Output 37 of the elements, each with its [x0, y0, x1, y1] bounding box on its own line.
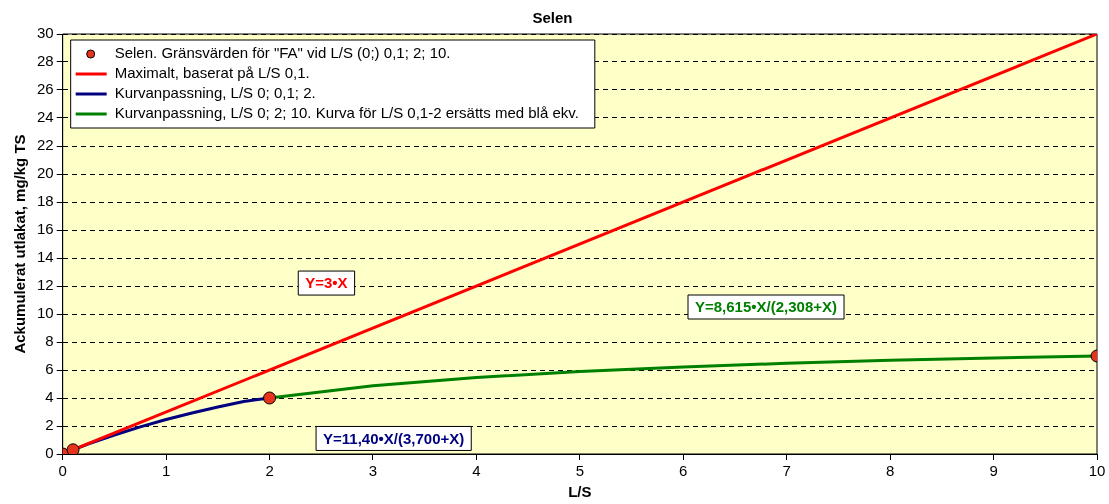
x-tick-label: 2	[265, 462, 274, 480]
x-tick-label: 1	[161, 462, 171, 480]
annotation: Y=3•X	[305, 274, 348, 292]
y-tick-label: 8	[45, 332, 54, 350]
x-tick-label: 0	[58, 462, 67, 480]
y-tick-label: 0	[45, 444, 54, 462]
y-tick-label: 28	[37, 52, 54, 70]
x-tick-label: 5	[575, 462, 585, 480]
legend-label: Kurvanpassning, L/S 0; 0,1; 2.	[114, 84, 316, 102]
y-tick-label: 30	[37, 24, 54, 42]
x-tick-label: 10	[1088, 462, 1106, 480]
chart-title: Selen	[532, 9, 573, 27]
x-tick-label: 6	[679, 462, 688, 480]
y-tick-label: 24	[37, 108, 54, 126]
x-tick-label: 8	[885, 462, 895, 480]
y-axis-title: Ackumulerat utlakat, mg/kg TS	[11, 134, 29, 354]
y-tick-label: 20	[37, 164, 54, 182]
y-tick-label: 26	[37, 80, 54, 98]
y-tick-label: 2	[45, 416, 54, 434]
y-tick-label: 16	[37, 220, 54, 238]
y-tick-label: 6	[45, 360, 54, 378]
annotation: Y=8,615•X/(2,308+X)	[695, 298, 838, 316]
legend-label: Selen. Gränsvärden för "FA" vid L/S (0;) 0,1; 2; 10.	[114, 44, 451, 62]
x-tick-label: 4	[472, 462, 481, 480]
legend-label: Maximalt, baserat på L/S 0,1.	[114, 64, 310, 82]
x-tick-label: 3	[368, 462, 378, 480]
y-tick-label: 18	[37, 192, 54, 210]
y-tick-label: 4	[45, 388, 54, 406]
legend-label: Kurvanpassning, L/S 0; 2; 10. Kurva för L/S 0,1-2 ersätts med blå ekv.	[114, 104, 579, 122]
annotation: Y=11,40•X/(3,700+X)	[323, 429, 465, 447]
x-tick-label: 7	[782, 462, 791, 480]
y-tick-label: 10	[37, 304, 54, 322]
x-axis-title: L/S	[568, 483, 592, 501]
y-tick-label: 12	[37, 276, 54, 294]
x-tick-label: 9	[989, 462, 998, 480]
y-tick-label: 22	[37, 136, 54, 154]
y-tick-label: 14	[37, 248, 54, 266]
